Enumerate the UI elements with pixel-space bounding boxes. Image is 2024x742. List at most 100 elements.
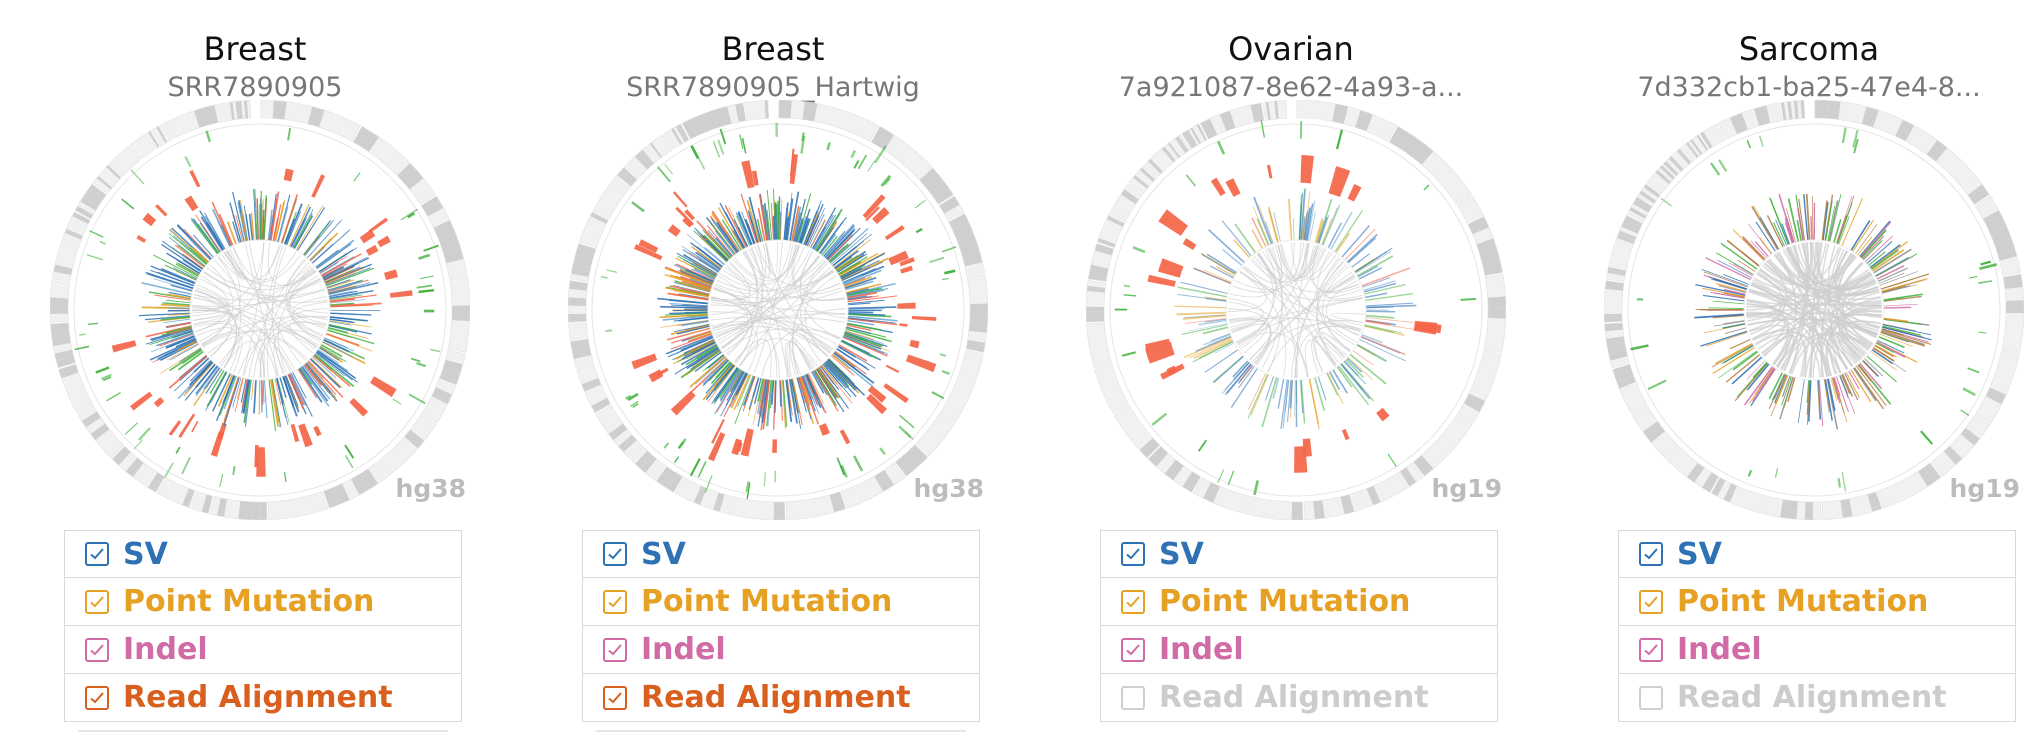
legend-item-point-mutation[interactable]: Point Mutation <box>64 578 462 626</box>
chromosome-segment[interactable] <box>447 273 470 353</box>
chromosome-segment[interactable] <box>1628 183 1661 220</box>
chromosome-segment[interactable] <box>1147 445 1202 493</box>
chromosome-segment[interactable] <box>209 496 268 520</box>
checkbox[interactable] <box>1121 542 1145 566</box>
chromosome-segment[interactable] <box>1388 125 1472 205</box>
chromosome-segment[interactable] <box>1128 164 1158 195</box>
legend-item-read-alignment[interactable]: Read Alignment <box>64 674 462 722</box>
checkbox[interactable] <box>85 637 109 662</box>
circos-plot[interactable] <box>1604 100 2024 520</box>
chromosome-segment[interactable] <box>1604 280 1625 323</box>
chromosome-segment[interactable] <box>1296 100 1397 142</box>
checkbox[interactable] <box>603 589 627 614</box>
chromosome-segment[interactable] <box>1096 211 1127 249</box>
chromosome-segment[interactable] <box>1662 145 1695 177</box>
checkbox[interactable] <box>603 542 627 566</box>
chromosome-segment[interactable] <box>1710 477 1768 514</box>
chromosome-segment[interactable] <box>1877 462 1942 509</box>
chromosome-segment[interactable] <box>129 134 155 160</box>
checkbox[interactable] <box>603 637 627 662</box>
chromosome-segment[interactable] <box>870 125 954 205</box>
chromosome-segment[interactable] <box>267 491 329 520</box>
chromosome-segment[interactable] <box>894 414 955 477</box>
chromosome-segment[interactable] <box>1094 363 1129 414</box>
chromosome-segment[interactable] <box>674 477 732 514</box>
legend-item-read-alignment[interactable]: Read Alignment <box>582 674 980 722</box>
chromosome-segment[interactable] <box>145 123 172 150</box>
chromosome-segment[interactable] <box>1717 102 1783 140</box>
chromosome-segment[interactable] <box>576 363 611 414</box>
checkbox[interactable] <box>1121 637 1145 662</box>
chromosome-segment[interactable] <box>1087 243 1115 282</box>
legend-item-sv[interactable]: SV <box>1618 530 2016 578</box>
chromosome-segment[interactable] <box>1086 280 1107 323</box>
chromosome-segment[interactable] <box>1665 445 1720 493</box>
chromosome-segment[interactable] <box>626 145 659 177</box>
legend-item-indel[interactable]: Indel <box>64 626 462 674</box>
chromosome-segment[interactable] <box>778 100 879 142</box>
chromosome-segment[interactable] <box>1144 145 1177 177</box>
chromosome-segment[interactable] <box>1975 349 2020 424</box>
chromosome-segment[interactable] <box>939 349 984 424</box>
chromosome-segment[interactable] <box>1906 125 1990 205</box>
chromosome-segment[interactable] <box>1199 102 1265 140</box>
chromosome-segment[interactable] <box>1483 273 1506 353</box>
chromosome-segment[interactable] <box>50 322 76 369</box>
chromosome-segment[interactable] <box>965 273 988 353</box>
chromosome-segment[interactable] <box>58 363 93 414</box>
chromosome-segment[interactable] <box>60 211 91 249</box>
chromosome-segment[interactable] <box>568 280 589 323</box>
chromosome-segment[interactable] <box>1181 123 1208 150</box>
chromosome-segment[interactable] <box>647 134 673 160</box>
circos-plot[interactable] <box>50 100 470 520</box>
chromosome-segment[interactable] <box>421 349 466 424</box>
legend-item-indel[interactable]: Indel <box>582 626 980 674</box>
chromosome-segment[interactable] <box>938 195 985 276</box>
legend-item-indel[interactable]: Indel <box>1100 626 1498 674</box>
checkbox[interactable] <box>1121 589 1145 614</box>
chromosome-segment[interactable] <box>420 195 467 276</box>
chromosome-segment[interactable] <box>1110 183 1143 220</box>
chromosome-segment[interactable] <box>1780 100 1806 121</box>
chromosome-segment[interactable] <box>785 491 847 520</box>
chromosome-segment[interactable] <box>376 414 437 477</box>
circos-plot[interactable] <box>568 100 988 520</box>
chromosome-segment[interactable] <box>1631 404 1679 459</box>
chromosome-segment[interactable] <box>74 183 107 220</box>
chromosome-segment[interactable] <box>1359 462 1424 509</box>
chromosome-segment[interactable] <box>1763 496 1822 520</box>
chromosome-segment[interactable] <box>163 102 229 140</box>
chromosome-segment[interactable] <box>1457 349 1502 424</box>
chromosome-segment[interactable] <box>1699 123 1726 150</box>
chromosome-segment[interactable] <box>77 404 125 459</box>
checkbox[interactable] <box>1639 542 1663 566</box>
chromosome-segment[interactable] <box>1262 100 1288 121</box>
chromosome-segment[interactable] <box>323 462 388 509</box>
chromosome-segment[interactable] <box>260 100 361 142</box>
chromosome-segment[interactable] <box>1974 195 2021 276</box>
legend-item-read-alignment[interactable]: Read Alignment <box>1618 674 2016 722</box>
chromosome-segment[interactable] <box>841 462 906 509</box>
chromosome-segment[interactable] <box>1646 164 1676 195</box>
chromosome-segment[interactable] <box>1614 211 1645 249</box>
chromosome-segment[interactable] <box>592 183 625 220</box>
chromosome-segment[interactable] <box>108 145 141 177</box>
legend-item-sv[interactable]: SV <box>1100 530 1498 578</box>
chromosome-segment[interactable] <box>1930 414 1991 477</box>
chromosome-segment[interactable] <box>610 164 640 195</box>
chromosome-segment[interactable] <box>1605 243 1633 282</box>
chromosome-segment[interactable] <box>1456 195 1503 276</box>
chromosome-segment[interactable] <box>1303 491 1365 520</box>
legend-item-point-mutation[interactable]: Point Mutation <box>1618 578 2016 626</box>
chromosome-segment[interactable] <box>569 243 597 282</box>
legend-item-sv[interactable]: SV <box>64 530 462 578</box>
legend-item-point-mutation[interactable]: Point Mutation <box>582 578 980 626</box>
chromosome-segment[interactable] <box>1814 100 1915 142</box>
checkbox[interactable] <box>603 685 627 710</box>
chromosome-segment[interactable] <box>111 445 166 493</box>
chromosome-segment[interactable] <box>1113 404 1161 459</box>
checkbox[interactable] <box>1639 589 1663 614</box>
legend-item-sv[interactable]: SV <box>582 530 980 578</box>
chromosome-segment[interactable] <box>1683 134 1709 160</box>
checkbox[interactable] <box>1121 685 1145 710</box>
